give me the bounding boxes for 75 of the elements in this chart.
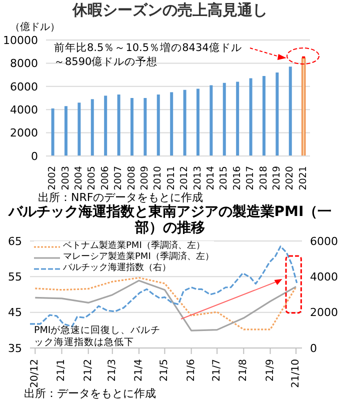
bar — [236, 82, 240, 156]
x-tick-label: 2021 — [298, 166, 309, 190]
bar — [288, 66, 292, 156]
x-tick-label: 21/10 — [290, 359, 302, 388]
y-tick-label: 0 — [31, 150, 38, 163]
x-tick-label: 21/6 — [186, 359, 197, 382]
legend-label: バルチック海運指数（右） — [63, 263, 171, 274]
bar — [78, 102, 81, 156]
y2-tick-label: 2000 — [310, 306, 338, 320]
annotation: 前年比8.5％～10.5％増の8434億ドル～8590億ドルの予想 — [54, 41, 243, 69]
x-tick-label: 2015 — [218, 166, 230, 190]
bar — [104, 96, 108, 156]
bar — [170, 92, 174, 156]
bar — [276, 72, 279, 156]
y-axis-title: （億ドル） — [10, 20, 60, 34]
x-tick-label: 21/8 — [238, 359, 250, 382]
y-tick-label: 6000 — [10, 80, 38, 94]
bar — [117, 94, 120, 156]
bar — [183, 90, 186, 156]
y-tick-label: 35 — [8, 342, 22, 355]
x-tick-label: 21/3 — [106, 359, 118, 382]
x-tick-label: 2014 — [206, 166, 216, 190]
x-tick-label: 2013 — [192, 166, 204, 190]
y-tick-label: 65 — [8, 234, 22, 248]
x-tick-label: 2007 — [113, 166, 124, 190]
x-tick-label: 2017 — [245, 166, 256, 190]
y-tick-label: 10000 — [3, 34, 38, 47]
x-tick-label: 21/1 — [56, 359, 68, 382]
x-tick-label: 21/7 — [212, 359, 223, 382]
x-tick-label: 2011 — [166, 166, 177, 190]
y-tick-label: 2000 — [10, 126, 38, 140]
x-tick-label: 21/2 — [82, 359, 94, 382]
x-tick-label: 21/4 — [133, 359, 144, 382]
y2-tick-label: 4000 — [310, 270, 338, 284]
bar — [90, 99, 94, 156]
y2-tick-label: 0 — [310, 342, 317, 355]
x-tick-label: 2004 — [74, 166, 84, 190]
chart-title: バルチック海運指数と東南アジアの製造業PMI（一部）の推移 — [7, 204, 333, 236]
x-tick-label: 2006 — [100, 166, 111, 190]
x-tick-label: 2019 — [272, 166, 282, 190]
x-tick-label: 2005 — [86, 166, 98, 190]
annotation: PMIが急速に回復し、バルチック海運指数は急低下 — [34, 324, 162, 349]
y-tick-label: 45 — [8, 306, 22, 320]
x-tick-label: 2002 — [47, 166, 58, 190]
x-tick-label: 2009 — [140, 166, 150, 190]
x-tick-label: 2012 — [179, 166, 190, 190]
chart-title: 休暇シーズンの売上高見通し — [71, 0, 268, 20]
bar — [64, 106, 68, 156]
bar — [196, 88, 200, 156]
bar — [222, 82, 226, 156]
bar — [210, 85, 213, 156]
x-tick-label: 2020 — [284, 166, 296, 190]
y2-tick-label: 6000 — [310, 234, 338, 248]
x-tick-label: 21/5 — [159, 359, 170, 382]
text: 出所：NRFのデータをもとに作成 — [37, 191, 204, 204]
x-tick-label: 20/12 — [30, 359, 41, 388]
y-tick-label: 4000 — [10, 104, 38, 117]
x-tick-label: 2010 — [152, 166, 164, 190]
bar — [302, 58, 306, 156]
x-tick-label: 21/9 — [264, 359, 276, 382]
bar — [156, 94, 160, 156]
bar — [144, 98, 147, 156]
x-tick-label: 2018 — [258, 166, 270, 190]
bar — [51, 108, 54, 156]
y-tick-label: 55 — [8, 270, 22, 284]
legend-label: マレーシア製造業PMI（季調済、左） — [63, 252, 214, 262]
text: 出所：データをもとに作成 — [23, 387, 157, 400]
y-tick-label: 8000 — [10, 57, 38, 70]
bar — [262, 76, 266, 156]
bar — [249, 78, 252, 156]
x-tick-label: 2008 — [126, 166, 138, 190]
x-tick-label: 2016 — [232, 166, 243, 190]
bar — [130, 98, 134, 156]
x-tick-label: 2003 — [60, 166, 72, 190]
legend-label: ベトナム製造業PMI（季調済、左） — [63, 241, 205, 252]
